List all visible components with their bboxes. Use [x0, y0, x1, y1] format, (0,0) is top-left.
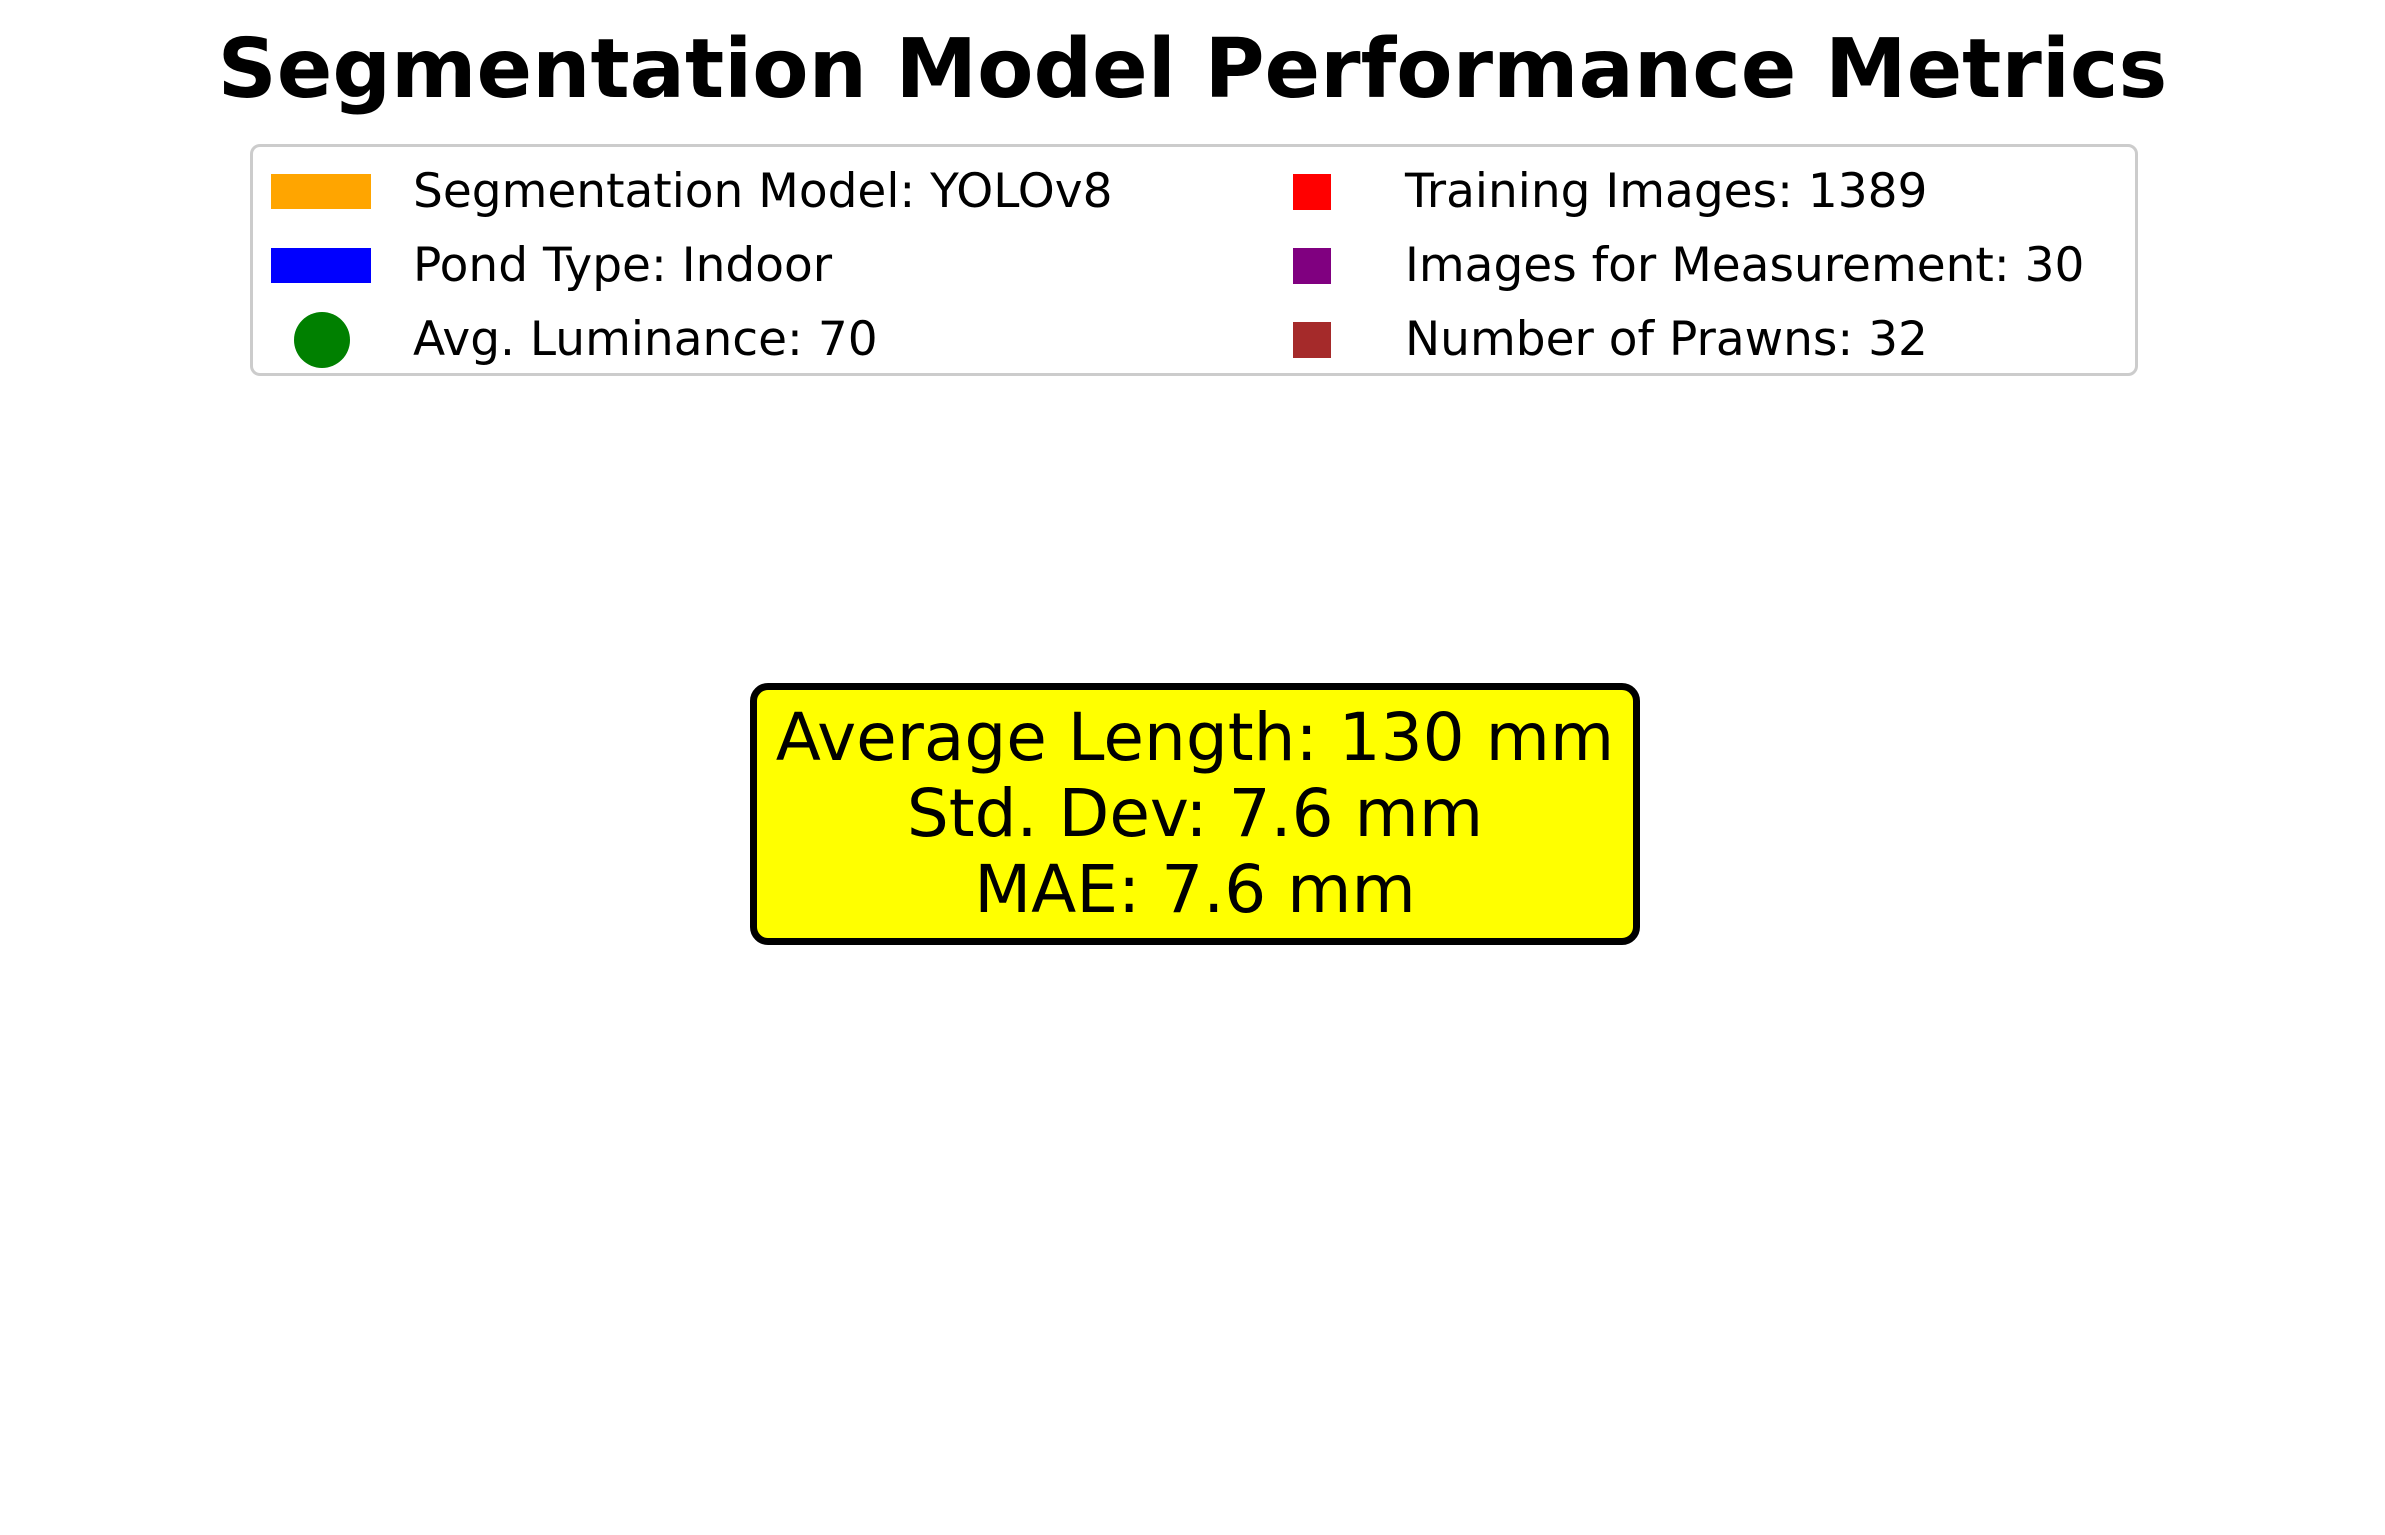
legend-label: Number of Prawns: 32	[1405, 312, 1928, 367]
legend-marker-green-circle	[294, 312, 350, 368]
average-length-text: Average Length: 130 mm	[775, 699, 1615, 776]
legend-marker-red-square	[1293, 174, 1331, 210]
legend-marker-purple-square	[1293, 248, 1331, 284]
mae-text: MAE: 7.6 mm	[974, 851, 1416, 928]
legend-label: Training Images: 1389	[1405, 164, 1928, 219]
metrics-summary-box: Average Length: 130 mm Std. Dev: 7.6 mm …	[750, 683, 1640, 945]
legend-label: Pond Type: Indoor	[413, 238, 833, 293]
legend-label: Avg. Luminance: 70	[413, 312, 878, 367]
legend-label: Segmentation Model: YOLOv8	[413, 164, 1113, 219]
legend-marker-blue-bar	[271, 248, 371, 283]
legend: Segmentation Model: YOLOv8 Pond Type: In…	[250, 144, 2138, 376]
std-dev-text: Std. Dev: 7.6 mm	[906, 775, 1484, 852]
legend-marker-brown-square	[1293, 322, 1331, 358]
chart-title: Segmentation Model Performance Metrics	[217, 22, 2168, 117]
legend-label: Images for Measurement: 30	[1405, 238, 2085, 293]
legend-marker-orange-bar	[271, 174, 371, 209]
